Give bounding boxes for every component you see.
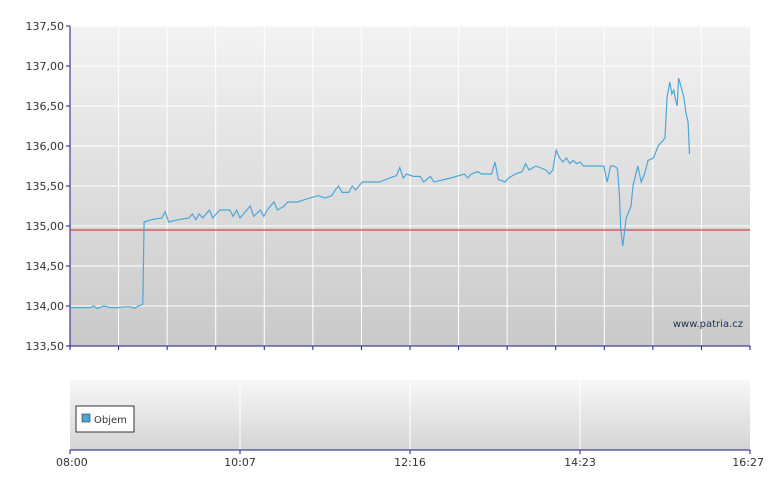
price-y-tick-label: 133,50 bbox=[26, 340, 65, 353]
price-y-tick-label: 135,50 bbox=[26, 180, 65, 193]
volume-x-tick-label: 12:16 bbox=[394, 456, 426, 469]
volume-grid bbox=[239, 380, 581, 450]
volume-x-axis: 08:00 10:07 12:16 14:23 16:27 bbox=[56, 450, 764, 469]
price-y-tick-label: 137,50 bbox=[26, 20, 65, 33]
volume-x-tick-label: 14:23 bbox=[564, 456, 596, 469]
watermark: www.patria.cz bbox=[673, 319, 743, 330]
price-line bbox=[70, 77, 691, 310]
volume-x-tick-label: 10:07 bbox=[224, 456, 256, 469]
price-y-tick-label: 136,50 bbox=[26, 100, 65, 113]
volume-x-tick-label: 08:00 bbox=[56, 456, 88, 469]
price-y-tick-label: 135,00 bbox=[26, 220, 65, 233]
price-x-ticks bbox=[69, 346, 751, 350]
price-grid bbox=[70, 25, 750, 347]
legend-swatch bbox=[81, 413, 91, 423]
price-y-tick-label: 137,00 bbox=[26, 60, 65, 73]
volume-x-tick-label: 16:27 bbox=[732, 456, 764, 469]
price-y-axis: 133,50 134,00 134,50 135,00 135,50 136,00 136,… bbox=[26, 20, 70, 353]
legend-label-objem: Objem bbox=[94, 415, 127, 426]
price-y-tick-label: 134,00 bbox=[26, 300, 65, 313]
price-y-tick-label: 134,50 bbox=[26, 260, 65, 273]
legend: Objem bbox=[75, 405, 135, 433]
price-y-tick-label: 136,00 bbox=[26, 140, 65, 153]
